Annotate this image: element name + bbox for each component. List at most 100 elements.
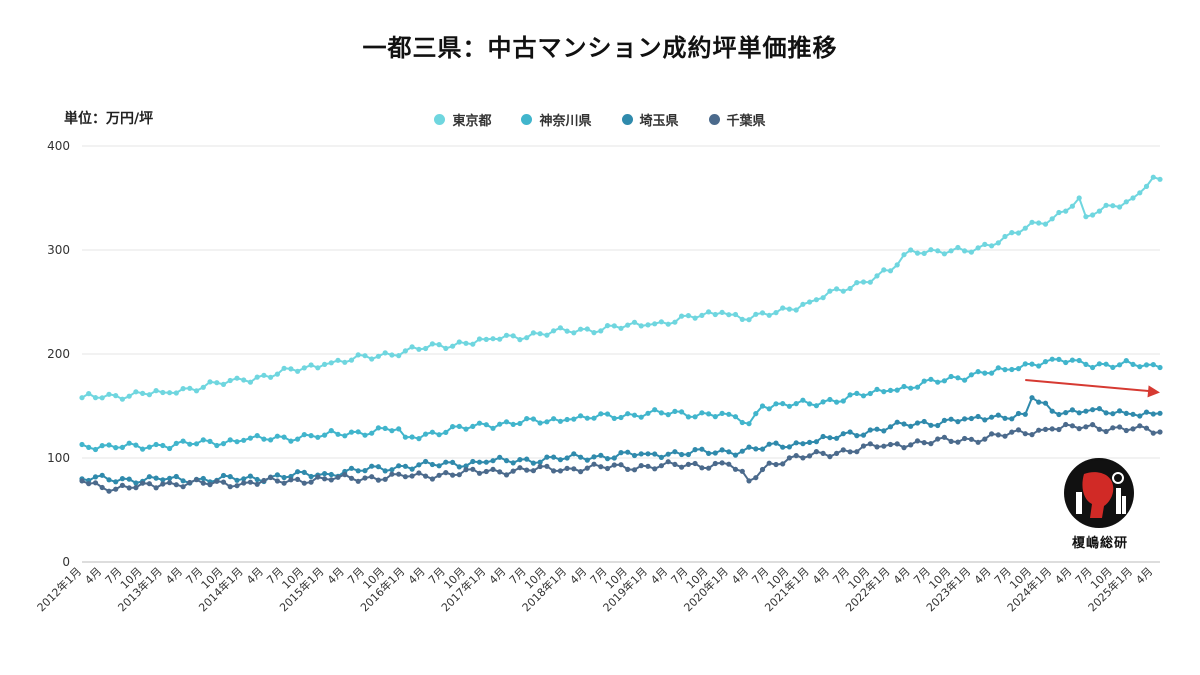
- data-point-2: [396, 463, 402, 469]
- data-point-2: [1002, 415, 1008, 421]
- data-point-1: [1036, 363, 1042, 369]
- data-point-2: [227, 474, 233, 480]
- data-point-3: [935, 436, 941, 442]
- data-point-0: [739, 316, 745, 322]
- data-point-3: [699, 465, 705, 471]
- x-tick-label: 4月: [487, 565, 509, 587]
- data-point-1: [982, 370, 988, 376]
- data-point-2: [921, 418, 927, 425]
- data-point-0: [719, 309, 725, 315]
- data-point-2: [247, 473, 253, 479]
- data-point-0: [746, 317, 752, 323]
- data-point-2: [591, 454, 597, 460]
- data-point-1: [955, 375, 961, 381]
- data-point-3: [99, 484, 105, 491]
- data-point-2: [92, 474, 99, 480]
- data-point-1: [935, 379, 941, 385]
- data-point-2: [712, 450, 718, 456]
- data-point-2: [1090, 407, 1096, 413]
- data-point-2: [1150, 411, 1156, 417]
- data-point-1: [847, 392, 853, 398]
- data-point-3: [160, 481, 166, 487]
- data-point-2: [369, 463, 375, 469]
- data-point-2: [274, 472, 280, 478]
- data-point-0: [1036, 220, 1042, 226]
- data-point-3: [517, 465, 523, 471]
- data-point-0: [638, 323, 644, 329]
- data-point-0: [726, 312, 732, 318]
- data-point-1: [1123, 358, 1129, 364]
- data-point-1: [995, 365, 1001, 371]
- data-point-3: [119, 482, 125, 488]
- data-point-0: [301, 365, 307, 371]
- x-tick-label: 4月: [1133, 565, 1155, 587]
- data-point-1: [874, 386, 880, 392]
- data-point-3: [416, 470, 422, 476]
- data-point-0: [140, 390, 146, 396]
- data-point-3: [786, 455, 793, 461]
- chart-title: 一都三県：中古マンション成約坪単価推移: [362, 34, 838, 62]
- data-point-0: [382, 350, 388, 356]
- data-point-3: [1076, 426, 1082, 432]
- data-point-3: [706, 465, 712, 471]
- data-point-0: [113, 393, 119, 399]
- data-point-3: [456, 472, 462, 478]
- data-point-3: [173, 482, 179, 488]
- data-point-0: [800, 301, 806, 307]
- data-point-1: [113, 445, 119, 451]
- data-point-0: [692, 315, 698, 321]
- data-point-0: [1002, 233, 1008, 240]
- data-point-3: [106, 488, 112, 494]
- data-point-0: [402, 348, 408, 354]
- data-point-3: [1022, 431, 1028, 437]
- data-point-0: [281, 365, 287, 371]
- legend-label-kanagawa: 神奈川県: [539, 114, 592, 129]
- data-point-0: [234, 375, 240, 381]
- x-tick-label: 2012年1月: [34, 564, 84, 614]
- data-point-0: [450, 343, 456, 349]
- data-point-3: [827, 454, 833, 460]
- data-point-2: [975, 413, 981, 420]
- data-point-1: [268, 437, 274, 443]
- data-point-0: [955, 244, 961, 251]
- data-point-2: [962, 416, 968, 422]
- data-point-0: [463, 340, 469, 346]
- data-point-2: [773, 440, 779, 446]
- data-point-2: [867, 427, 873, 433]
- data-point-3: [867, 441, 873, 447]
- data-point-2: [423, 458, 429, 465]
- data-point-1: [1069, 357, 1075, 363]
- trend-arrow-head: [1147, 385, 1160, 398]
- data-point-2: [759, 446, 766, 452]
- data-point-1: [719, 410, 725, 416]
- data-point-3: [1029, 432, 1035, 438]
- data-point-0: [510, 333, 516, 339]
- data-point-2: [99, 472, 105, 478]
- data-point-3: [483, 468, 489, 475]
- data-point-2: [645, 451, 651, 457]
- data-point-2: [881, 428, 887, 434]
- x-tick-label: 4月: [810, 565, 832, 587]
- data-point-1: [1015, 366, 1022, 372]
- data-point-1: [1042, 359, 1049, 365]
- x-tick-label: 4月: [891, 565, 913, 587]
- data-point-2: [301, 469, 307, 475]
- data-point-0: [160, 389, 166, 396]
- data-point-3: [524, 467, 530, 473]
- data-point-2: [402, 463, 408, 469]
- data-point-1: [860, 393, 867, 399]
- data-point-3: [557, 468, 564, 474]
- data-point-3: [1150, 430, 1156, 436]
- data-point-0: [854, 280, 860, 286]
- data-point-0: [914, 250, 921, 256]
- data-point-2: [1076, 410, 1082, 416]
- data-point-2: [706, 450, 712, 456]
- data-point-1: [423, 431, 429, 437]
- data-point-2: [1036, 399, 1042, 405]
- data-point-2: [584, 457, 590, 463]
- data-point-3: [389, 471, 395, 477]
- data-point-3: [800, 455, 806, 461]
- data-point-0: [295, 368, 301, 374]
- data-point-3: [975, 439, 981, 445]
- data-point-1: [396, 426, 402, 432]
